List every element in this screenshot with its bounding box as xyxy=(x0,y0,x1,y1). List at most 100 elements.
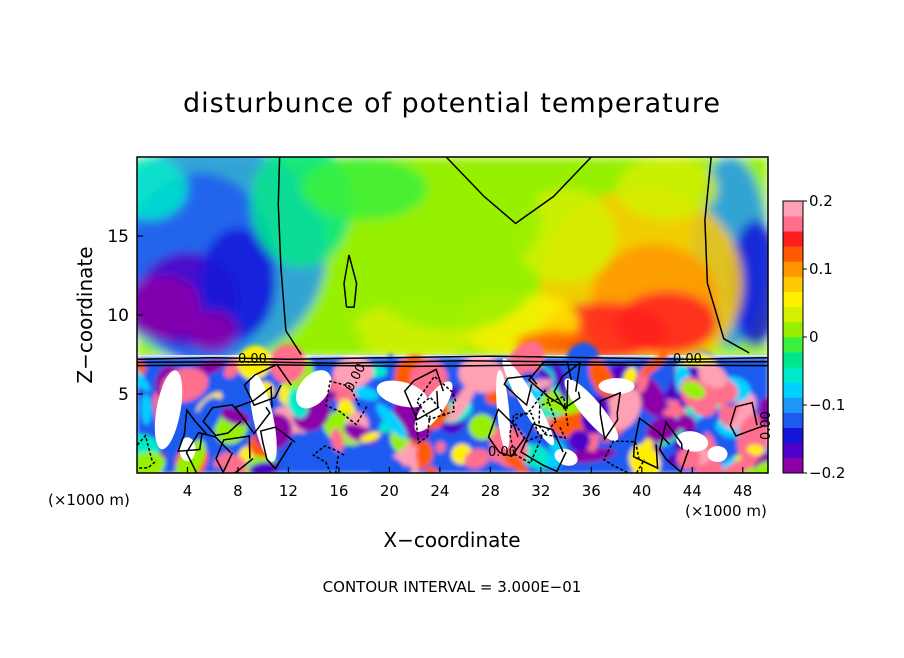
x-tick-label: 32 xyxy=(531,482,550,500)
saturated-region xyxy=(676,431,709,452)
field-blob xyxy=(663,406,687,418)
contour-line xyxy=(445,157,592,225)
contour-line xyxy=(520,423,567,473)
upper-field xyxy=(137,157,768,355)
colorbar-swatch xyxy=(783,261,803,277)
contour-line xyxy=(202,403,247,437)
contour-line xyxy=(403,368,445,421)
y-tick-label: 10 xyxy=(107,306,129,326)
contour-line xyxy=(527,361,572,410)
plot-area xyxy=(137,157,768,473)
field-blob xyxy=(676,446,701,470)
y-tick-label: 5 xyxy=(118,385,129,405)
field-blob xyxy=(269,344,306,384)
field-blob xyxy=(730,220,768,347)
colorbar-swatch xyxy=(783,321,803,338)
field-blob xyxy=(758,396,768,426)
field-blob xyxy=(519,443,553,470)
field-blob xyxy=(405,442,419,473)
saturated-region xyxy=(249,373,277,462)
saturated-region xyxy=(414,381,453,432)
saturated-region xyxy=(598,378,635,395)
saturated-region xyxy=(502,358,555,446)
x-tick-label: 28 xyxy=(481,482,500,500)
x-tick-label: 8 xyxy=(233,482,243,500)
colorbar-swatch xyxy=(783,457,803,474)
contour-line xyxy=(185,431,234,473)
contour-line xyxy=(503,375,538,407)
contour-line xyxy=(277,157,302,355)
field-blob xyxy=(568,429,591,452)
field-blob xyxy=(698,363,727,389)
field-blob xyxy=(187,310,238,352)
field-blob xyxy=(301,157,428,221)
field-blob xyxy=(141,393,152,425)
field-blob xyxy=(489,447,505,462)
contour-label: 0.00 xyxy=(759,411,774,440)
contour-line xyxy=(234,385,273,435)
contour-line xyxy=(599,391,622,441)
saturated-region xyxy=(154,370,183,450)
field-blob xyxy=(360,431,381,443)
colorbar: 0.2 0.1 0 −0.1 −0.2 xyxy=(782,192,845,482)
field-blob xyxy=(376,403,408,439)
y-axis-label: Z−coordinate xyxy=(73,246,97,383)
colorbar-swatch xyxy=(783,246,803,262)
colorbar-swatch xyxy=(783,352,803,368)
colorbar-swatch xyxy=(783,231,803,247)
x-tick-label: 12 xyxy=(279,482,298,500)
field-blob xyxy=(468,414,496,440)
x-tick-label: 36 xyxy=(582,482,601,500)
saturated-region xyxy=(295,370,332,409)
field-blob xyxy=(194,397,223,435)
colorbar-swatch xyxy=(783,442,803,459)
contour-line xyxy=(509,412,544,465)
colorbar-swatch xyxy=(783,291,803,308)
contour-label: 0.00 xyxy=(488,445,517,460)
saturated-region xyxy=(496,369,510,450)
field-blob xyxy=(353,386,379,401)
field-blob xyxy=(137,364,151,392)
field-blob xyxy=(604,387,642,431)
contour-line xyxy=(632,416,671,470)
contour-line xyxy=(137,364,768,368)
contour-line xyxy=(259,426,296,470)
field-blob xyxy=(633,435,654,472)
contour-line xyxy=(414,396,446,445)
colorbar-swatch xyxy=(783,201,803,217)
x-tick-label: 44 xyxy=(683,482,702,500)
colorbar-swatch xyxy=(783,382,803,398)
contour-line xyxy=(137,360,768,364)
colorbar-swatch xyxy=(783,427,803,444)
colorbar-swatch xyxy=(783,216,803,232)
saturated-region xyxy=(707,446,728,463)
field-blob xyxy=(439,172,541,268)
field-blob xyxy=(330,428,344,452)
field-blob xyxy=(366,452,410,473)
saturated-region xyxy=(554,448,578,466)
field-blob xyxy=(448,380,477,423)
contour-line xyxy=(215,435,254,473)
contour-line xyxy=(729,401,766,437)
saturated-region xyxy=(564,378,619,442)
contour-line xyxy=(137,355,768,360)
colorbar-swatch xyxy=(783,276,803,292)
colorbar-tick-label: 0.2 xyxy=(809,192,833,210)
x-tick-label: 16 xyxy=(329,482,348,500)
field-blob xyxy=(288,322,365,355)
field-blob xyxy=(682,381,706,399)
contour-line xyxy=(602,440,646,473)
contour-line xyxy=(553,361,582,410)
x-unit-right: (×1000 m) xyxy=(685,502,767,520)
field-blob xyxy=(435,441,446,453)
contour-line xyxy=(312,445,345,473)
field-blob xyxy=(197,433,228,463)
field-blob xyxy=(515,188,617,284)
colorbar-swatch xyxy=(783,412,803,428)
contour-line xyxy=(658,420,690,473)
colorbar-tick-label: 0.1 xyxy=(809,260,833,278)
x-tick-label: 4 xyxy=(183,482,193,500)
contour-line xyxy=(177,407,208,453)
field-blob xyxy=(676,413,697,432)
chart-title: disturbunce of potential temperature xyxy=(183,88,721,119)
